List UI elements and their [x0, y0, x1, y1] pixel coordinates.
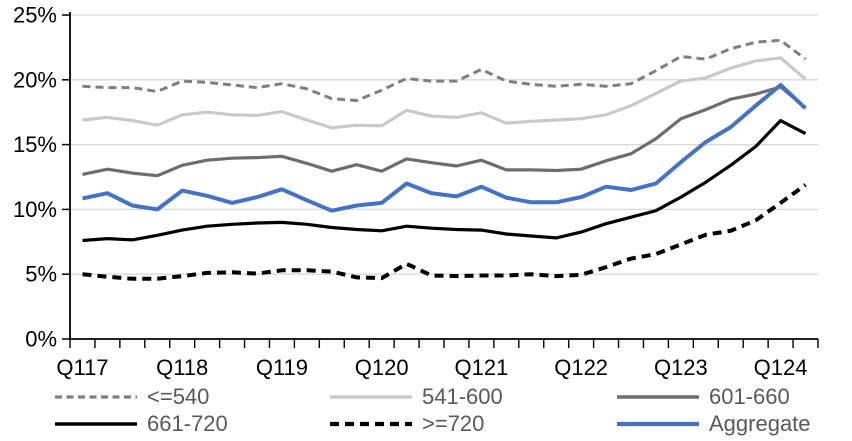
x-tick-label: Q120 [355, 355, 409, 380]
x-tick-label: Q117 [56, 355, 108, 380]
series-line-541-600 [82, 56, 807, 130]
y-tick-label: 15% [13, 132, 57, 157]
series-line-720 [82, 183, 807, 281]
x-tick-label: Q122 [554, 355, 608, 380]
y-tick-label: 25% [13, 3, 57, 28]
series-line-540 [82, 38, 807, 102]
x-tick-label: Q124 [754, 355, 808, 380]
y-tick-label: 20% [13, 67, 57, 92]
x-tick-label: Q118 [156, 355, 208, 380]
series-line-601-660 [82, 85, 807, 178]
x-tick-label: Q121 [454, 355, 508, 380]
series-line-aggregate [82, 83, 807, 213]
y-tick-label: 10% [13, 197, 57, 222]
x-tick-label: Q119 [256, 355, 308, 380]
y-tick-label: 0% [25, 327, 57, 352]
y-tick-label: 5% [25, 262, 57, 287]
x-tick-label: Q123 [654, 355, 708, 380]
series-line-661-720 [82, 118, 807, 243]
